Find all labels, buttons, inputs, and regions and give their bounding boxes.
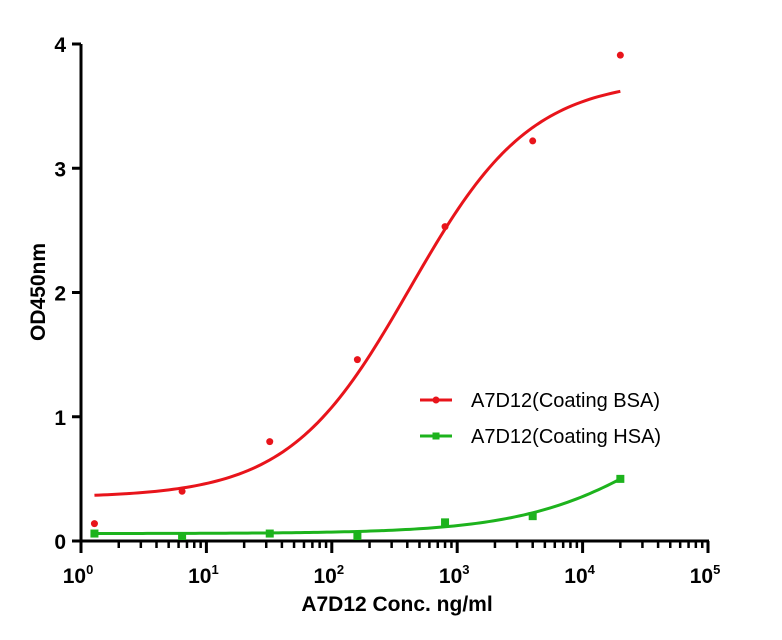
x-tick-label: 100 [63,562,94,588]
legend-item-hsa: A7D12(Coating HSA) [420,426,661,448]
axes [72,44,709,543]
data-point-series0 [266,438,274,446]
data-point-series1 [441,518,450,527]
y-tick-label: 2 [54,283,66,306]
data-point-series0 [353,356,361,364]
y-axis-title: OD450nm [27,243,50,341]
legend-marker-hsa [432,432,440,440]
x-tick-label: 104 [564,562,595,588]
x-tick-label: 102 [314,562,345,588]
x-ticks: 100 101 102 103 104 105 [63,541,721,588]
data-point-series0 [178,487,186,495]
x-tick-label: 101 [188,562,219,588]
x-tick-label: 103 [439,562,470,588]
legend-label-bsa: A7D12(Coating BSA) [471,390,660,412]
fit-curves [94,89,622,535]
legend-label-hsa: A7D12(Coating HSA) [471,426,661,448]
y-tick-label: 3 [54,158,66,181]
data-point-series0 [441,223,449,231]
y-ticks: 0 1 2 3 4 [54,34,81,554]
fit-curve-1 [94,477,622,535]
data-point-series1 [528,512,537,521]
y-tick-label: 4 [54,34,66,57]
data-points [90,51,625,541]
legend-marker-bsa [432,396,440,404]
legend-item-bsa: A7D12(Coating BSA) [420,390,660,412]
data-point-series1 [178,532,187,541]
x-tick-label: 105 [690,562,721,588]
data-point-series0 [90,520,98,528]
y-tick-label: 0 [54,531,66,554]
y-tick-label: 1 [54,407,66,430]
data-point-series1 [265,529,274,538]
x-axis-title: A7D12 Conc. ng/ml [301,593,492,616]
legend: A7D12(Coating BSA) A7D12(Coating HSA) [420,390,661,448]
data-point-series1 [616,474,625,483]
data-point-series1 [353,532,362,541]
data-point-series0 [616,51,624,59]
data-point-series1 [90,529,99,538]
data-point-series0 [529,137,537,145]
